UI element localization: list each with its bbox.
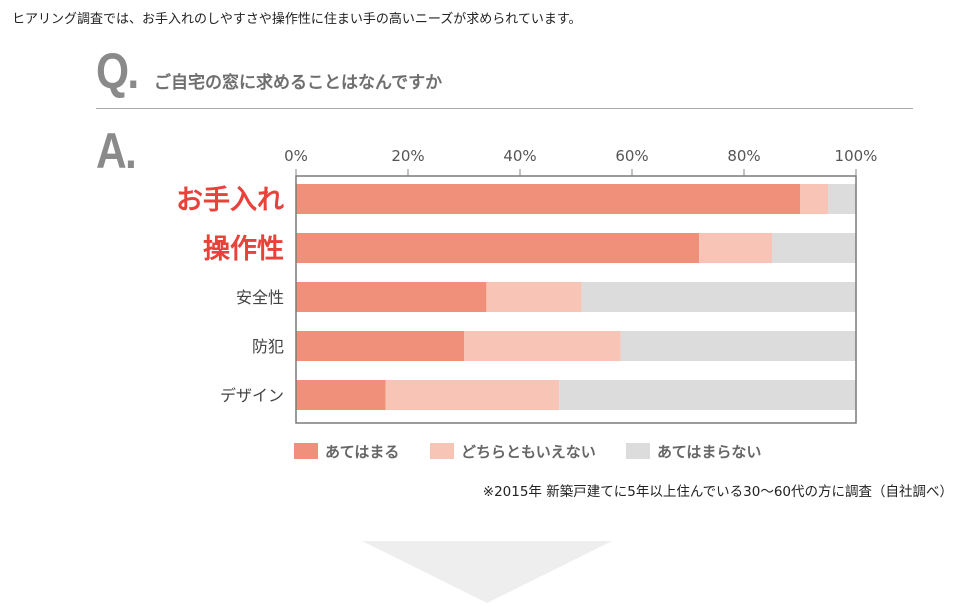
bar-segment — [620, 331, 856, 361]
bar-segment — [699, 233, 772, 263]
legend-swatch — [626, 443, 650, 459]
bar-segment — [772, 233, 856, 263]
category-label: お手入れ — [176, 185, 284, 216]
plot-frame — [295, 175, 857, 424]
arrow-down-icon — [362, 541, 612, 603]
divider — [96, 108, 913, 109]
legend-swatch — [294, 443, 318, 459]
legend-label: あてはまらない — [657, 443, 761, 461]
question-text: ご自宅の窓に求めることはなんですか — [154, 73, 443, 93]
x-tick-label: 60% — [615, 147, 648, 165]
bar-segment — [486, 282, 582, 312]
bar-segment — [385, 380, 560, 410]
bar-segment — [828, 184, 856, 214]
footnote: ※2015年 新築戸建てに5年以上住んでいる30〜60代の方に調査（自社調べ） — [482, 484, 953, 500]
category-label: 安全性 — [236, 288, 284, 307]
x-tick-label: 80% — [727, 147, 760, 165]
category-label: 防犯 — [252, 337, 284, 356]
bar-segment — [296, 282, 487, 312]
bar-segment — [559, 380, 856, 410]
category-label: デザイン — [220, 386, 284, 405]
legend-label: あてはまる — [325, 443, 399, 461]
intro-text: ヒアリング調査では、お手入れのしやすさや操作性に住まい手の高いニーズが求められて… — [12, 12, 582, 27]
bar-segment — [296, 184, 800, 214]
x-tick-label: 40% — [503, 147, 536, 165]
bar-segment — [581, 282, 856, 312]
x-tick-label: 20% — [391, 147, 424, 165]
question-letter: Q. — [96, 43, 139, 99]
legend-label: どちらともいえない — [461, 443, 596, 461]
answer-letter: A. — [96, 123, 137, 179]
question-header: Q. ご自宅の窓に求めることはなんですか — [96, 46, 916, 100]
x-tick-label: 0% — [284, 147, 308, 165]
bar-segment — [296, 331, 464, 361]
legend-swatch — [430, 443, 454, 459]
bar-segment — [296, 233, 700, 263]
bar-segment — [800, 184, 828, 214]
bar-segment — [464, 331, 621, 361]
x-tick-label: 100% — [835, 147, 878, 165]
category-label: 操作性 — [203, 234, 284, 265]
bar-segment — [296, 380, 386, 410]
